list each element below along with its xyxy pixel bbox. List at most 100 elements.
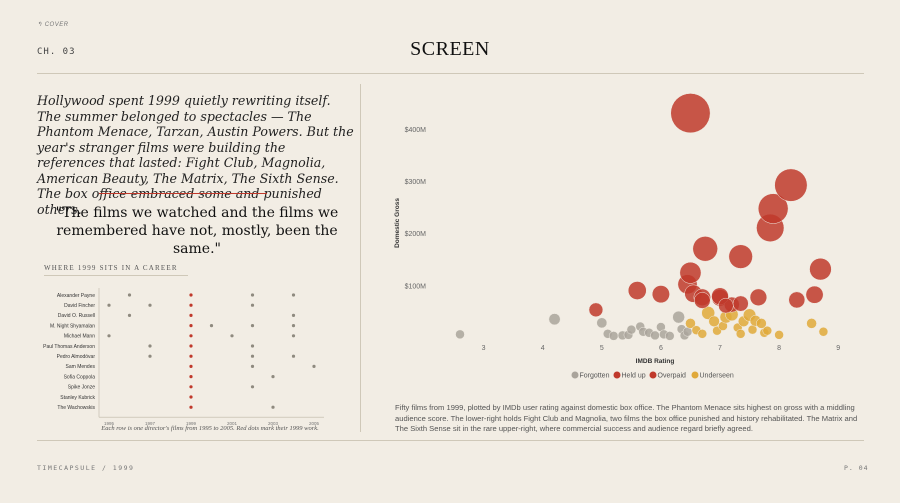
film-dot-1999 (189, 405, 193, 409)
film-dot (148, 344, 152, 348)
chapter-label: CH. 03 (37, 47, 76, 57)
data-bubble (708, 315, 720, 327)
data-bubble (732, 295, 749, 312)
director-label: Pedro Almodóvar (57, 354, 96, 360)
film-dot (312, 364, 316, 368)
intro-paragraph: Hollywood spent 1999 quietly rewriting i… (37, 93, 354, 217)
data-bubble (701, 306, 716, 320)
career-year-tick: 2005 (309, 421, 320, 425)
x-tick-label: 8 (777, 345, 781, 352)
director-label: Paul Thomas Anderson (43, 344, 95, 350)
data-bubble (774, 168, 808, 202)
data-bubble (685, 318, 696, 329)
data-bubble (692, 236, 718, 262)
career-year-tick: 1999 (186, 421, 197, 425)
film-dot (250, 354, 255, 358)
film-dot-1999 (189, 395, 193, 399)
film-dot-1999 (189, 324, 193, 328)
x-tick-label: 6 (659, 345, 663, 352)
y-axis-label: Domestic Gross (394, 198, 401, 248)
quote-rule (99, 193, 267, 194)
data-bubble (588, 302, 604, 318)
film-dot (209, 324, 214, 328)
film-dot (148, 354, 152, 358)
film-dot-1999 (189, 344, 193, 348)
data-bubble (805, 285, 824, 304)
director-label: M. Night Shyamalan (50, 323, 95, 329)
film-dot (148, 303, 152, 307)
data-bubble (749, 288, 768, 306)
career-chart-title: WHERE 1999 SITS IN A CAREER (44, 264, 178, 272)
legend-swatch (613, 371, 621, 379)
data-bubble (650, 330, 660, 341)
legend-label: Forgotten (580, 373, 610, 380)
film-dot (291, 334, 296, 338)
x-tick-label: 5 (600, 345, 604, 352)
film-dot (291, 324, 296, 328)
pull-quote: "The films we watched and the films we r… (55, 205, 339, 257)
data-bubble (670, 93, 711, 134)
data-bubble (651, 285, 670, 304)
legend-label: Held up (622, 373, 646, 380)
director-label: Stanley Kubrick (60, 395, 95, 401)
film-dot-1999 (189, 334, 193, 338)
data-bubble (665, 331, 675, 341)
legend-label: Overpaid (658, 373, 687, 380)
scatter-chart: $100M $200M $300M $400M 3 4 5 6 7 8 9 Domestic Gros… (394, 93, 840, 380)
legend-swatch (571, 371, 579, 379)
data-bubble (809, 257, 832, 281)
data-bubble (788, 291, 806, 309)
film-dot (250, 364, 255, 368)
data-bubble (672, 310, 685, 324)
data-bubble (774, 330, 784, 340)
film-dot-1999 (189, 354, 193, 358)
film-dot (250, 324, 255, 328)
data-bubble (548, 313, 561, 326)
y-tick-label: $400M (405, 127, 427, 134)
director-label: The Wachowskis (57, 405, 95, 411)
data-bubble (747, 324, 758, 335)
film-dot (250, 344, 255, 348)
director-label: Alexander Payne (57, 293, 95, 299)
career-year-tick: 2003 (268, 421, 279, 425)
film-dot (291, 354, 296, 358)
data-bubble (697, 329, 708, 339)
film-dot (271, 375, 275, 379)
film-dot (107, 303, 111, 307)
director-label: Sam Mendes (66, 364, 96, 370)
film-dot-1999 (189, 385, 193, 389)
data-bubble (806, 318, 817, 329)
footer-publication: TIMECAPSULE / 1999 (37, 464, 135, 472)
y-tick-label: $100M (405, 283, 427, 290)
film-dot (271, 405, 275, 409)
career-year-tick: 1995 (104, 421, 115, 425)
data-bubble (757, 193, 789, 224)
film-dot-1999 (189, 293, 193, 297)
film-dot (250, 303, 255, 307)
film-dot (291, 313, 296, 317)
data-bubble (679, 261, 702, 284)
director-label: Sofia Coppola (64, 374, 96, 380)
x-tick-label: 7 (718, 345, 722, 352)
x-axis-label: IMDB Rating (636, 358, 675, 365)
x-tick-label: 4 (541, 345, 545, 352)
back-to-cover-link[interactable]: ↰ COVER (37, 22, 69, 28)
data-bubble (718, 297, 734, 314)
y-tick-label: $200M (405, 231, 427, 238)
director-label: Spike Jonze (68, 385, 95, 391)
x-tick-label: 3 (482, 345, 486, 352)
data-bubble (596, 317, 608, 329)
data-bubble (626, 324, 637, 335)
director-label: David Fincher (64, 303, 95, 309)
data-bubble (756, 318, 767, 329)
career-chart-caption: Each row is one director's films from 19… (101, 425, 319, 432)
career-year-tick: 2001 (227, 421, 238, 425)
data-bubble (608, 331, 619, 341)
data-bubble (728, 244, 753, 269)
film-dot (127, 313, 132, 317)
film-dot (127, 293, 132, 297)
data-bubble (693, 292, 711, 309)
director-label: Michael Mann (64, 334, 95, 340)
header-divider (37, 73, 864, 74)
film-dot-1999 (189, 313, 193, 317)
